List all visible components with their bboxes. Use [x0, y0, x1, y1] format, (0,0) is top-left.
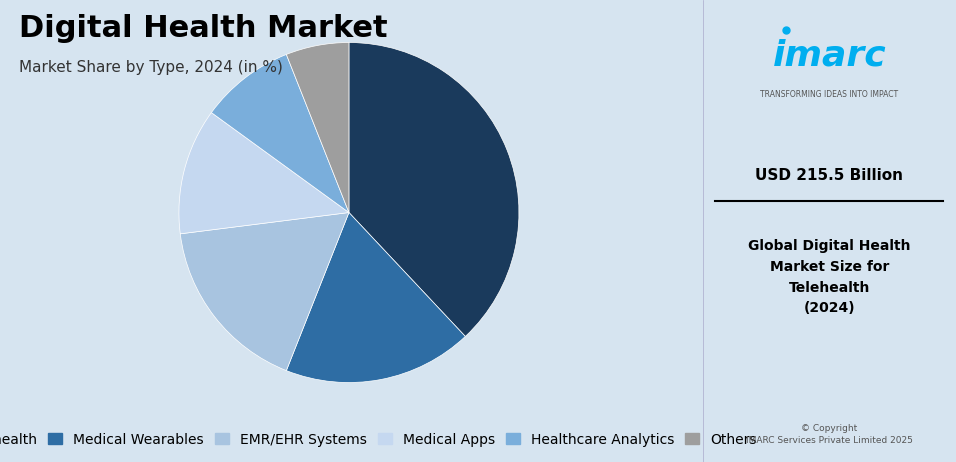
Text: Market Share by Type, 2024 (in %): Market Share by Type, 2024 (in %) — [19, 60, 283, 75]
Wedge shape — [181, 213, 349, 371]
Wedge shape — [211, 55, 349, 213]
Text: TRANSFORMING IDEAS INTO IMPACT: TRANSFORMING IDEAS INTO IMPACT — [760, 90, 899, 99]
Text: Digital Health Market: Digital Health Market — [19, 14, 388, 43]
Text: imarc: imarc — [772, 38, 886, 73]
Text: Global Digital Health
Market Size for
Telehealth
(2024): Global Digital Health Market Size for Te… — [749, 239, 910, 315]
Wedge shape — [349, 43, 519, 336]
Wedge shape — [287, 43, 349, 213]
Text: © Copyright
IMARC Services Private Limited 2025: © Copyright IMARC Services Private Limit… — [746, 424, 913, 445]
Text: USD 215.5 Billion: USD 215.5 Billion — [755, 168, 903, 183]
Legend: Telehealth, Medical Wearables, EMR/EHR Systems, Medical Apps, Healthcare Analyti: Telehealth, Medical Wearables, EMR/EHR S… — [0, 427, 763, 452]
Wedge shape — [287, 213, 466, 383]
Wedge shape — [179, 113, 349, 234]
